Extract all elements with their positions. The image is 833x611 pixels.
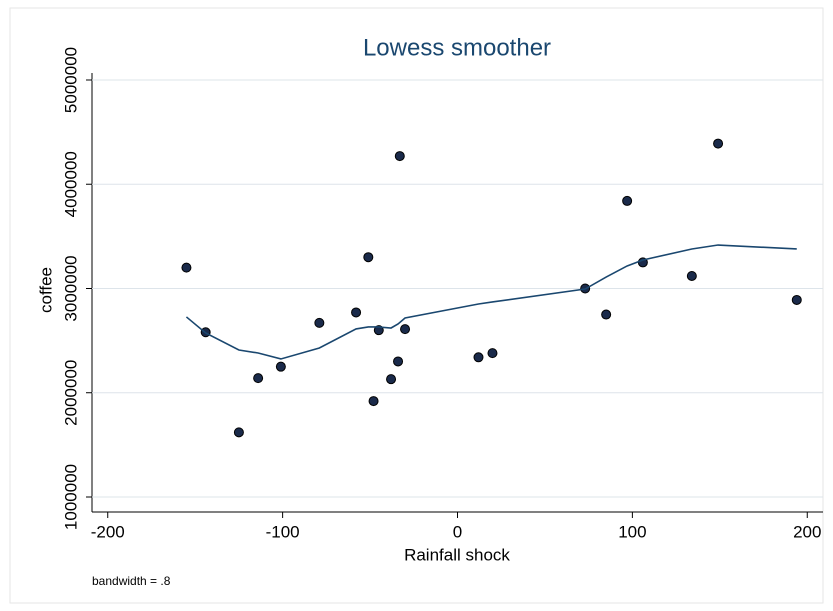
point: [473, 352, 484, 363]
point: [487, 348, 498, 359]
note: bandwidth = .8: [92, 574, 171, 588]
x-tick-label: 100: [618, 522, 646, 541]
x-tick-label: -200: [91, 522, 125, 541]
point: [386, 374, 397, 385]
point: [233, 427, 244, 438]
point: [601, 309, 612, 320]
y-tick-label: 2000000: [61, 360, 80, 426]
y-tick-label: 1000000: [61, 464, 80, 530]
y-tick-label: 4000000: [61, 151, 80, 217]
point: [363, 252, 374, 263]
point: [314, 317, 325, 328]
point: [253, 373, 264, 384]
point: [400, 324, 411, 335]
point: [368, 396, 379, 407]
y-tick-label: 5000000: [61, 47, 80, 113]
point: [622, 195, 633, 206]
point: [181, 262, 192, 273]
point: [393, 356, 404, 367]
point: [394, 151, 405, 162]
lowess-line: [185, 244, 797, 360]
point: [713, 138, 724, 149]
x-axis-title: Rainfall shock: [404, 545, 510, 564]
x-tick-label: 200: [793, 522, 821, 541]
point: [686, 270, 697, 281]
point: [351, 307, 362, 318]
x-tick-label: -100: [266, 522, 300, 541]
point: [275, 361, 286, 372]
x-tick-label: 0: [453, 522, 462, 541]
chart-title: Lowess smoother: [363, 34, 551, 61]
y-axis-title: coffee: [36, 267, 55, 313]
chart-background: [9, 7, 824, 604]
y-tick-label: 3000000: [61, 255, 80, 321]
point: [791, 294, 802, 305]
